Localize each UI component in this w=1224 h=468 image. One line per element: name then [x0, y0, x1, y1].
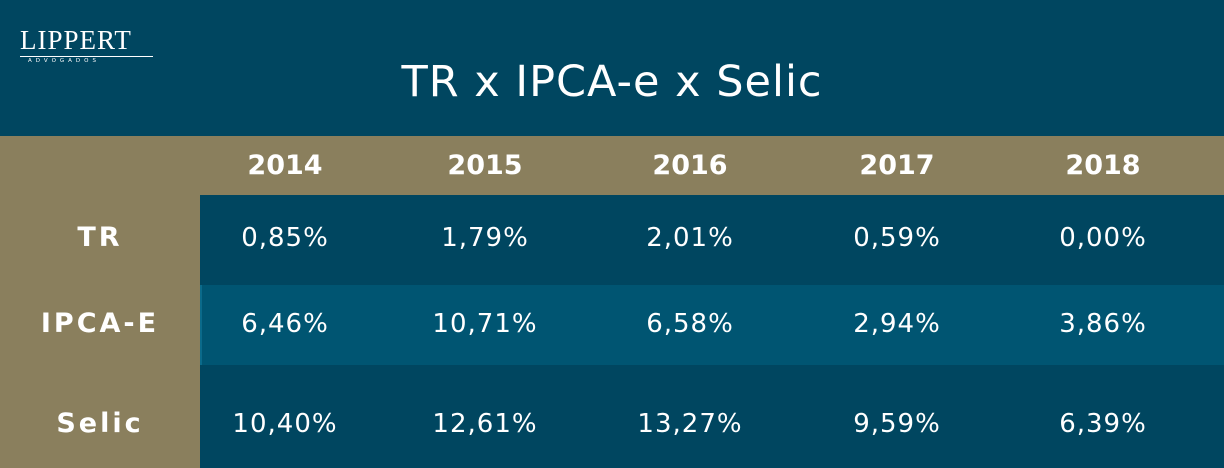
rate-cell-ipca-e-2017: 2,94%: [853, 309, 941, 339]
rate-cell-ipca-e-2015: 10,71%: [432, 309, 538, 339]
rate-cell-ipca-e-2014: 6,46%: [241, 309, 329, 339]
row-background-tr: [200, 195, 1224, 285]
year-header-2016: 2016: [652, 150, 728, 181]
logo-wordmark: LIPPERT: [20, 25, 132, 55]
rate-cell-tr-2016: 2,01%: [646, 223, 734, 253]
row-label-ipca-e: IPCA-E: [40, 308, 160, 339]
rate-cell-ipca-e-2018: 3,86%: [1059, 309, 1147, 339]
lippert-logo: LIPPERT ADVOGADOS: [20, 26, 155, 66]
page-title: TR x IPCA-e x Selic: [401, 57, 823, 107]
rate-cell-ipca-e-2016: 6,58%: [646, 309, 734, 339]
row-background-selic: [200, 365, 1224, 468]
rate-cell-selic-2018: 6,39%: [1059, 409, 1147, 439]
rate-cell-tr-2015: 1,79%: [441, 223, 529, 253]
row-label-band: [0, 136, 200, 468]
year-header-2014: 2014: [247, 150, 323, 181]
year-header-band: [0, 136, 1224, 195]
rate-cell-selic-2014: 10,40%: [232, 409, 338, 439]
row-label-tr: TR: [77, 222, 123, 253]
rate-cell-tr-2018: 0,00%: [1059, 223, 1147, 253]
year-header-2017: 2017: [859, 150, 935, 181]
rate-cell-tr-2014: 0,85%: [241, 223, 329, 253]
logo-divider: [20, 56, 153, 57]
rate-cell-tr-2017: 0,59%: [853, 223, 941, 253]
rate-cell-selic-2016: 13,27%: [637, 409, 743, 439]
year-header-2015: 2015: [447, 150, 523, 181]
row-background-ipca-e: [200, 285, 1224, 365]
rate-cell-selic-2017: 9,59%: [853, 409, 941, 439]
row-label-selic: Selic: [56, 408, 144, 439]
year-header-2018: 2018: [1065, 150, 1141, 181]
rate-cell-selic-2015: 12,61%: [432, 409, 538, 439]
logo-subtitle: ADVOGADOS: [28, 58, 100, 64]
